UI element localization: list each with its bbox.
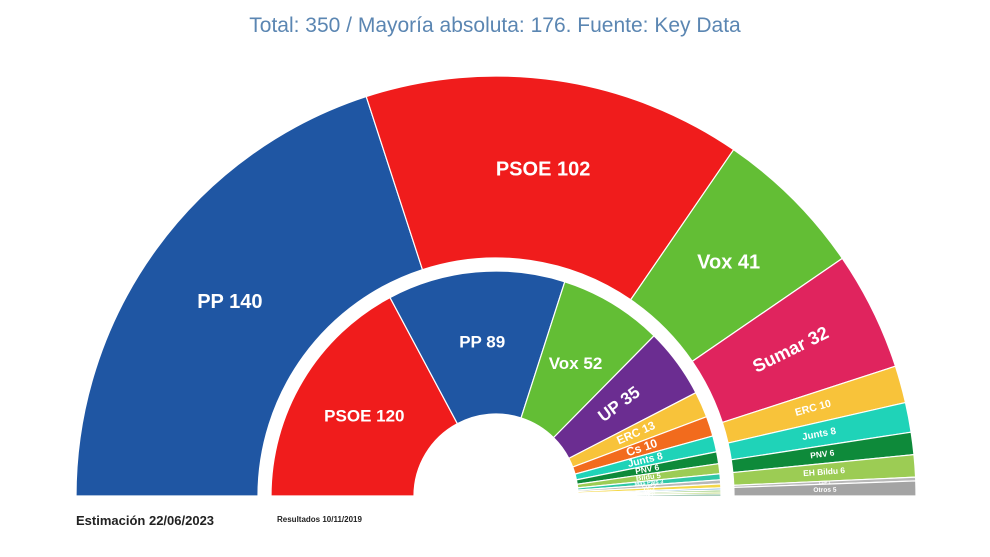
seat-slice-outer-otros — [733, 480, 917, 497]
seat-slice-inner-te — [577, 493, 722, 497]
seat-label-outer-otros: Otros 5 — [813, 487, 837, 494]
outer-ring-estimacion — [75, 75, 917, 497]
seat-label-outer-pnv: PNV 6 — [810, 447, 836, 460]
seat-label-inner-pnv: PNV 6 — [634, 462, 660, 476]
chart-subtitle: Total: 350 / Mayoría absoluta: 176. Fuen… — [249, 14, 741, 37]
seat-label-inner-eh-bildu: Bildu 5 — [635, 471, 661, 483]
seat-label-inner-psoe: PSOE 120 — [324, 407, 404, 426]
inner-ring-caption: Resultados 10/11/2019 — [277, 515, 362, 524]
seat-label-outer-vox: Vox 41 — [697, 252, 760, 274]
seat-slice-inner-pp — [389, 270, 566, 425]
seat-slice-outer-pp — [75, 95, 424, 497]
seat-label-inner-cup: CUP 2 — [642, 483, 657, 490]
seat-label-inner-prc: PRC 1 — [644, 491, 657, 496]
inner-ring-resultados — [270, 270, 722, 497]
seat-label-inner-nc: NC 1 — [645, 489, 655, 494]
seat-label-inner-cc: CC 2 — [644, 486, 656, 493]
seat-label-outer-pp: PP 140 — [197, 291, 262, 313]
outer-ring-caption: Estimación 22/06/2023 — [76, 513, 215, 528]
seat-slice-inner-psoe — [270, 296, 459, 497]
seat-slice-outer-psoe — [365, 75, 735, 301]
seat-label-outer-cup: CUP 1 — [819, 480, 832, 486]
seat-label-outer-eh-bildu: EH Bildu 6 — [803, 465, 846, 478]
seat-label-outer-psoe: PSOE 102 — [496, 159, 591, 181]
seat-label-inner-vox: Vox 52 — [549, 354, 603, 373]
seat-label-inner-bng: BNG 1 — [643, 488, 656, 493]
seat-label-inner-mas-pais: Mas Pais 3 — [634, 479, 663, 487]
seat-label-inner-pp: PP 89 — [459, 333, 505, 352]
seat-label-inner-te: TE 1 — [645, 492, 654, 497]
